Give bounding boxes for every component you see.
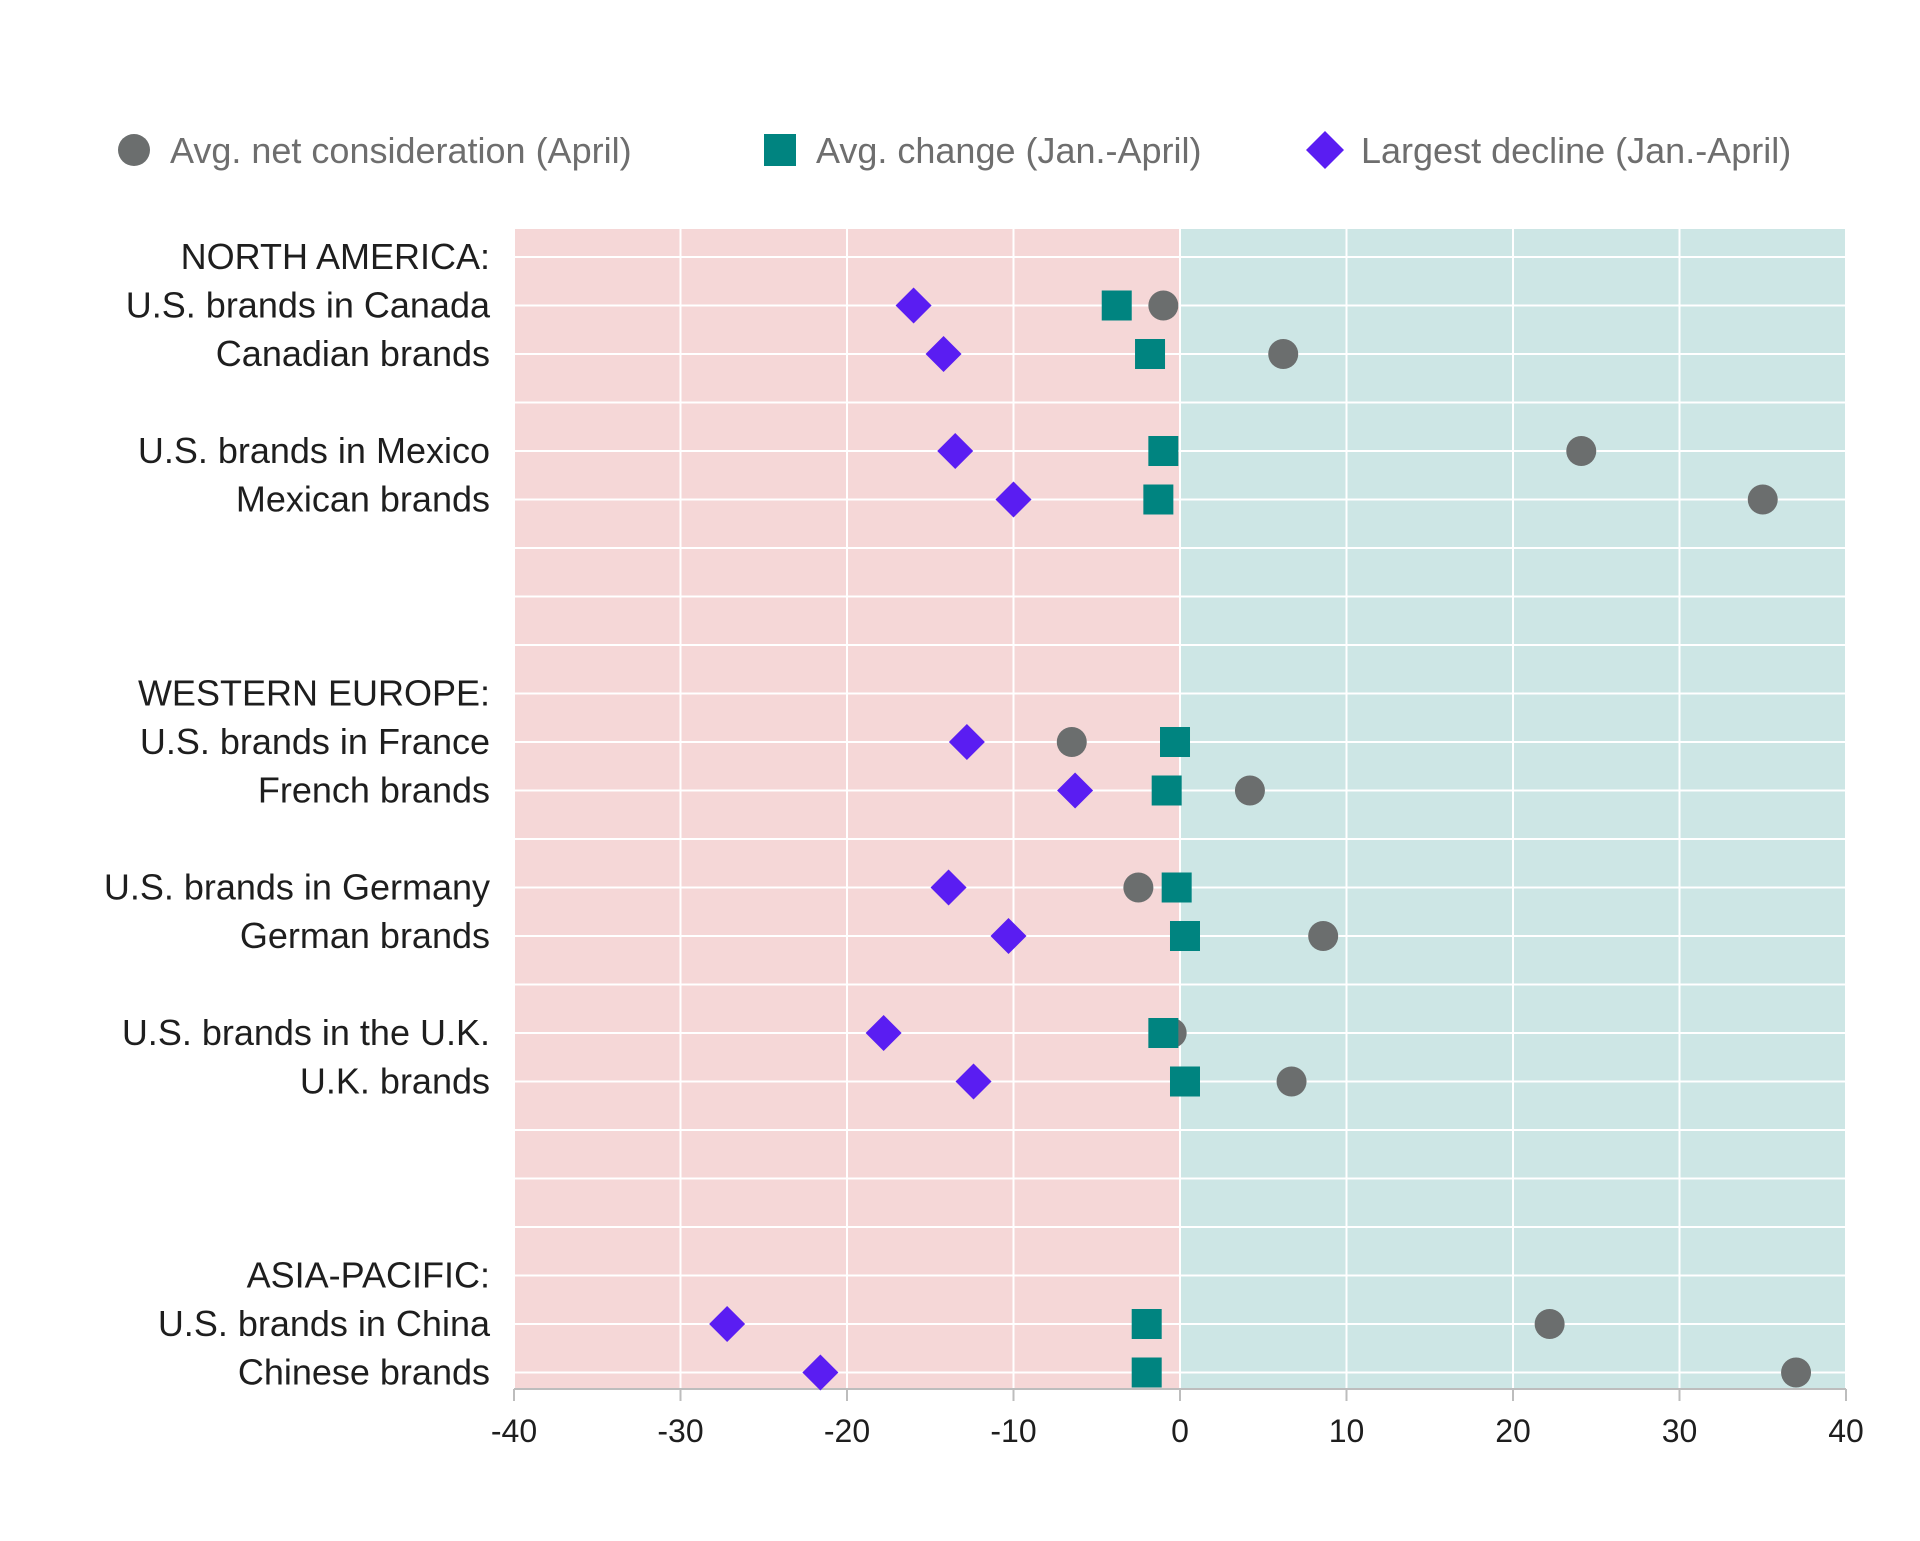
- circle-marker: [1747, 484, 1778, 515]
- category-label: Canadian brands: [216, 333, 490, 374]
- circle-marker: [1056, 727, 1087, 757]
- square-marker: [1148, 436, 1179, 466]
- square-marker: [1143, 484, 1174, 515]
- square-marker: [1151, 775, 1182, 806]
- square-marker: [1169, 921, 1200, 951]
- circle-marker: [1148, 290, 1179, 321]
- category-label: U.S. brands in Canada: [126, 285, 491, 326]
- category-label: U.S. brands in Germany: [104, 867, 490, 908]
- x-tick-label: 10: [1329, 1413, 1365, 1449]
- category-label: U.S. brands in the U.K.: [122, 1012, 490, 1053]
- square-marker: [1101, 290, 1132, 321]
- category-label: U.S. brands in Mexico: [138, 430, 490, 471]
- x-tick-label: 20: [1495, 1413, 1531, 1449]
- x-tick-label: -30: [657, 1413, 703, 1449]
- legend-circle-icon: [118, 134, 150, 166]
- circle-marker: [1268, 339, 1299, 369]
- diamond-marker: [895, 287, 932, 324]
- category-label: U.K. brands: [300, 1061, 490, 1102]
- circle-marker: [1308, 921, 1339, 951]
- diamond-marker: [709, 1306, 746, 1342]
- diamond-marker: [937, 433, 974, 469]
- x-tick-label: 0: [1171, 1413, 1189, 1449]
- square-marker: [1169, 1066, 1200, 1097]
- category-label: Chinese brands: [238, 1352, 490, 1393]
- diamond-marker: [948, 724, 985, 760]
- category-label: WESTERN EUROPE:: [138, 673, 490, 714]
- legend-label: Avg. net consideration (April): [170, 130, 632, 171]
- category-label: German brands: [240, 915, 490, 956]
- category-label: NORTH AMERICA:: [181, 236, 490, 277]
- square-marker: [1131, 1357, 1162, 1388]
- legend-label: Avg. change (Jan.-April): [816, 130, 1202, 171]
- data-markers: [709, 287, 1812, 1391]
- square-marker: [1131, 1309, 1162, 1339]
- diamond-marker: [865, 1015, 902, 1051]
- diamond-marker: [802, 1354, 839, 1391]
- legend-item: Largest decline (Jan.-April): [1306, 130, 1791, 171]
- category-label: Mexican brands: [236, 479, 490, 520]
- circle-marker: [1781, 1357, 1812, 1388]
- circle-marker: [1123, 872, 1154, 903]
- legend-item: Avg. change (Jan.-April): [764, 130, 1202, 171]
- x-tick-label: -40: [491, 1413, 537, 1449]
- diamond-marker: [995, 481, 1032, 518]
- legend-diamond-icon: [1306, 131, 1344, 169]
- legend-label: Largest decline (Jan.-April): [1361, 130, 1791, 171]
- diamond-marker: [990, 918, 1027, 954]
- circle-marker: [1276, 1066, 1307, 1097]
- category-label: French brands: [258, 770, 490, 811]
- diamond-marker: [1057, 772, 1094, 809]
- circle-marker: [1566, 436, 1597, 466]
- circle-marker: [1234, 775, 1265, 806]
- category-labels: NORTH AMERICA: U.S. brands in Canada Canad…: [104, 236, 491, 1393]
- diamond-marker: [925, 336, 962, 372]
- x-tick-label: -20: [824, 1413, 870, 1449]
- square-marker: [1148, 1018, 1179, 1048]
- square-marker: [1160, 727, 1191, 757]
- x-axis-ticks: -40 -30 -20 -10 0 10 20 30 40: [491, 1389, 1864, 1449]
- x-tick-label: -10: [990, 1413, 1036, 1449]
- category-label: U.S. brands in China: [158, 1303, 491, 1344]
- diamond-marker: [955, 1063, 992, 1100]
- legend-item: Avg. net consideration (April): [118, 130, 632, 171]
- square-marker: [1161, 872, 1192, 903]
- circle-marker: [1534, 1309, 1565, 1339]
- diamond-marker: [930, 869, 967, 906]
- legend-square-icon: [764, 134, 796, 166]
- x-tick-label: 40: [1828, 1413, 1864, 1449]
- category-label: U.S. brands in France: [140, 721, 490, 762]
- category-label: ASIA-PACIFIC:: [247, 1255, 490, 1296]
- square-marker: [1135, 339, 1166, 369]
- legend: Avg. net consideration (April) Avg. chang…: [118, 130, 1791, 171]
- x-tick-label: 30: [1662, 1413, 1698, 1449]
